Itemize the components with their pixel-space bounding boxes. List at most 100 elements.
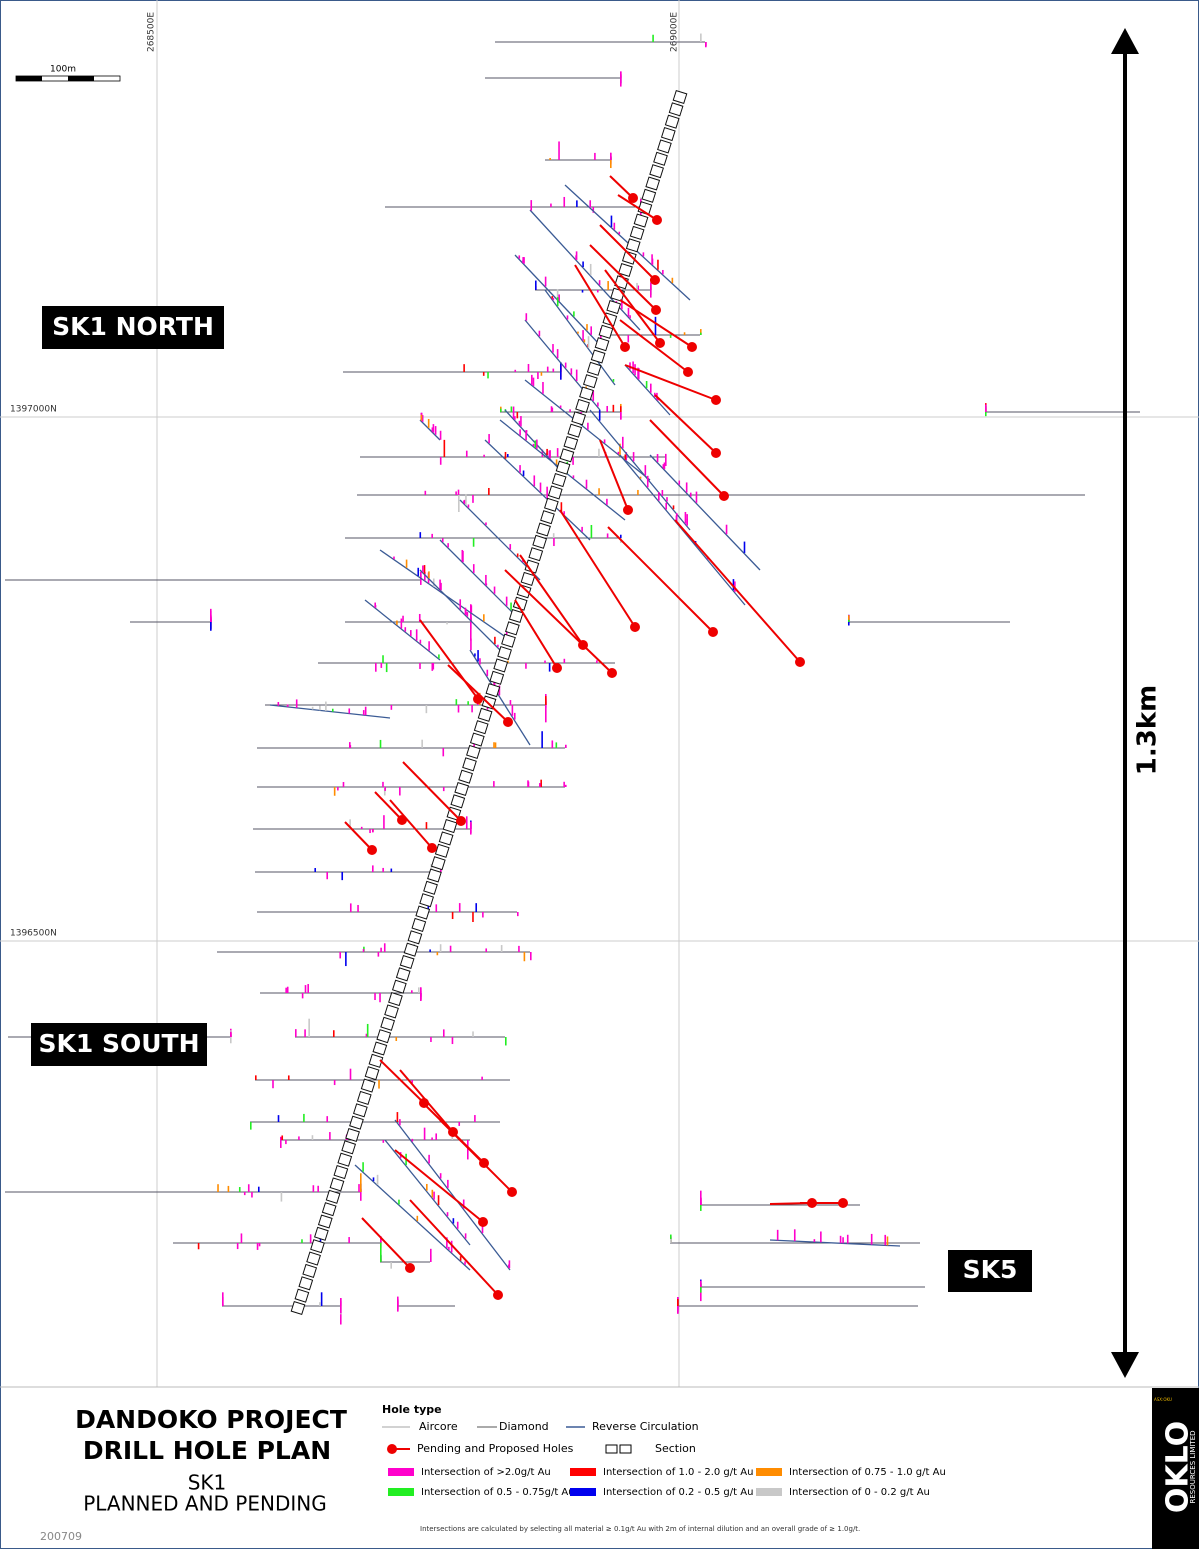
intersection (465, 494, 467, 505)
intersection (847, 1235, 849, 1244)
intersection (696, 492, 698, 503)
intersection (310, 1234, 312, 1243)
intersection (576, 200, 578, 207)
distance-label: 1.3km (1133, 685, 1163, 775)
intersection (428, 419, 430, 428)
intersection (519, 465, 521, 473)
intersection (399, 787, 401, 795)
intersection (604, 439, 606, 443)
intersection (440, 431, 442, 440)
intersection (433, 1192, 435, 1200)
intersection (435, 904, 437, 912)
intersection (337, 787, 339, 790)
intersection (443, 1029, 445, 1037)
intersection (636, 283, 638, 290)
intersection (518, 255, 520, 258)
intersection (431, 534, 433, 538)
intersection (307, 984, 309, 993)
intersection (397, 1306, 399, 1309)
intersection (607, 281, 609, 290)
intersection (528, 364, 530, 372)
intersection (553, 298, 555, 300)
intersection (563, 197, 565, 207)
intersection (670, 1239, 672, 1243)
pending-hole-end (607, 668, 617, 678)
intersection (463, 364, 465, 372)
intersection (597, 402, 599, 406)
intersection (581, 527, 583, 532)
legend-text: Reverse Circulation (592, 1420, 699, 1433)
intersection (228, 1186, 230, 1192)
intersection (383, 1140, 385, 1143)
intersection (552, 740, 554, 748)
intersection (452, 1037, 454, 1044)
intersection (287, 704, 289, 706)
intersection (514, 370, 516, 372)
map-code: 200709 (40, 1530, 82, 1543)
pending-hole-end (427, 843, 437, 853)
intersection (576, 370, 578, 381)
intersection (510, 700, 512, 705)
intersection (650, 290, 652, 298)
intersection (820, 1231, 822, 1242)
intersection (458, 705, 460, 713)
intersection (326, 872, 328, 879)
intersection (652, 259, 654, 265)
intersection (295, 1029, 297, 1037)
intersection (646, 381, 648, 388)
intersection (314, 868, 316, 872)
intersection (406, 560, 408, 568)
intersection (483, 614, 485, 621)
intersection (250, 1122, 252, 1130)
intersection (472, 495, 474, 503)
intersection (553, 369, 555, 372)
intersection (573, 475, 575, 478)
intersection (550, 204, 552, 207)
intersection (627, 335, 629, 342)
intersection (357, 905, 359, 912)
legend-text: Intersection of 0.5 - 0.75g/t Au (421, 1487, 575, 1498)
intersection (486, 583, 488, 585)
intersection (526, 313, 528, 320)
intersection (565, 745, 567, 748)
intersection (386, 663, 388, 672)
intersection (542, 382, 544, 394)
intersection (404, 627, 406, 631)
intersection (419, 532, 421, 538)
intersection (452, 912, 454, 919)
intersection (360, 1173, 362, 1192)
intersection (525, 663, 527, 669)
intersection (525, 430, 527, 440)
intersection (278, 702, 280, 706)
intersection (582, 261, 584, 267)
pending-hole-end (711, 448, 721, 458)
intersection (470, 822, 472, 829)
intersection (365, 707, 367, 716)
intersection (438, 1195, 440, 1205)
intersection (381, 663, 383, 668)
intersection (455, 491, 457, 495)
legend-text: Intersection of 0.2 - 0.5 g/t Au (603, 1487, 753, 1498)
intersection (361, 827, 363, 829)
intersection (471, 705, 473, 712)
intersection (665, 503, 667, 510)
intersection (329, 1132, 331, 1140)
intersection (467, 612, 469, 617)
intersection (470, 829, 472, 835)
intersection (374, 993, 376, 1000)
intersection (372, 829, 374, 832)
intersection (871, 1234, 873, 1245)
intersection (258, 1187, 260, 1192)
legend-text: Aircore (419, 1420, 458, 1433)
intersection (488, 434, 490, 443)
intersection (564, 659, 566, 663)
intersection (611, 216, 613, 227)
intersection (430, 1249, 432, 1262)
scale-bar-segment (68, 76, 94, 81)
intersection (620, 535, 622, 538)
intersection (513, 407, 515, 419)
intersection (456, 699, 458, 705)
intersection (705, 42, 707, 47)
intersection (588, 336, 590, 348)
intersection (650, 384, 652, 393)
